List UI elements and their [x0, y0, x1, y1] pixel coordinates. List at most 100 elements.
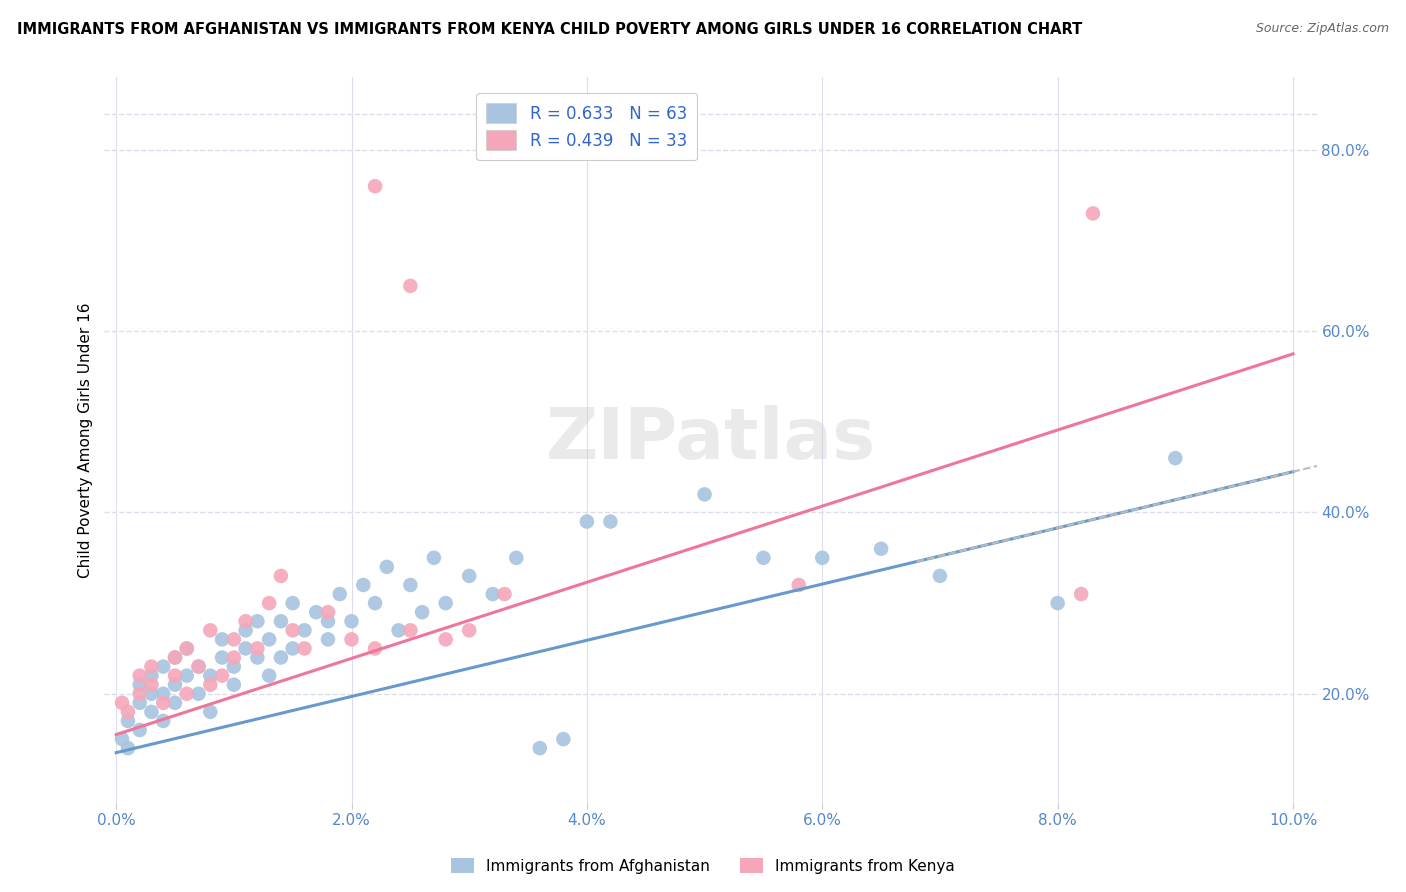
Point	[200, 624, 222, 638]
Point	[399, 624, 422, 638]
Point	[929, 569, 952, 583]
Point	[1164, 451, 1187, 466]
Point	[399, 279, 422, 293]
Point	[505, 550, 527, 565]
Point	[752, 550, 775, 565]
Point	[257, 668, 280, 682]
Point	[152, 714, 174, 728]
Point	[423, 550, 446, 565]
Point	[1070, 587, 1092, 601]
Point	[399, 578, 422, 592]
Point	[163, 650, 186, 665]
Point	[152, 659, 174, 673]
Point	[128, 668, 150, 682]
Point	[163, 668, 186, 682]
Point	[211, 632, 233, 647]
Point	[222, 678, 245, 692]
Point	[364, 596, 387, 610]
Point	[270, 569, 292, 583]
Point	[434, 596, 457, 610]
Point	[235, 614, 257, 628]
Point	[458, 569, 481, 583]
Point	[141, 687, 163, 701]
Point	[494, 587, 516, 601]
Point	[305, 605, 328, 619]
Point	[211, 668, 233, 682]
Point	[787, 578, 810, 592]
Point	[270, 650, 292, 665]
Point	[364, 641, 387, 656]
Point	[316, 632, 339, 647]
Point	[387, 624, 409, 638]
Point	[246, 614, 269, 628]
Point	[200, 668, 222, 682]
Point	[176, 641, 198, 656]
Point	[294, 641, 316, 656]
Point	[257, 596, 280, 610]
Point	[222, 632, 245, 647]
Point	[128, 678, 150, 692]
Point	[1046, 596, 1069, 610]
Y-axis label: Child Poverty Among Girls Under 16: Child Poverty Among Girls Under 16	[79, 302, 93, 578]
Point	[246, 641, 269, 656]
Point	[176, 641, 198, 656]
Point	[128, 687, 150, 701]
Point	[811, 550, 834, 565]
Point	[340, 632, 363, 647]
Point	[235, 624, 257, 638]
Point	[141, 705, 163, 719]
Point	[599, 515, 621, 529]
Point	[111, 696, 134, 710]
Point	[270, 614, 292, 628]
Point	[222, 659, 245, 673]
Point	[187, 687, 209, 701]
Point	[187, 659, 209, 673]
Point	[141, 668, 163, 682]
Point	[152, 687, 174, 701]
Point	[141, 678, 163, 692]
Point	[176, 668, 198, 682]
Point	[117, 705, 139, 719]
Point	[117, 741, 139, 756]
Legend: Immigrants from Afghanistan, Immigrants from Kenya: Immigrants from Afghanistan, Immigrants …	[444, 852, 962, 880]
Point	[458, 624, 481, 638]
Point	[128, 696, 150, 710]
Text: Source: ZipAtlas.com: Source: ZipAtlas.com	[1256, 22, 1389, 36]
Point	[281, 641, 304, 656]
Point	[364, 179, 387, 194]
Point	[246, 650, 269, 665]
Point	[111, 732, 134, 747]
Point	[316, 605, 339, 619]
Point	[187, 659, 209, 673]
Point	[117, 714, 139, 728]
Point	[316, 614, 339, 628]
Point	[152, 696, 174, 710]
Point	[200, 705, 222, 719]
Text: ZIPatlas: ZIPatlas	[546, 406, 876, 475]
Point	[340, 614, 363, 628]
Point	[329, 587, 352, 601]
Point	[200, 678, 222, 692]
Point	[693, 487, 716, 501]
Point	[163, 678, 186, 692]
Point	[281, 596, 304, 610]
Point	[870, 541, 893, 556]
Point	[375, 560, 398, 574]
Point	[352, 578, 374, 592]
Point	[553, 732, 575, 747]
Point	[411, 605, 433, 619]
Point	[222, 650, 245, 665]
Point	[163, 696, 186, 710]
Point	[481, 587, 503, 601]
Point	[575, 515, 598, 529]
Legend: R = 0.633   N = 63, R = 0.439   N = 33: R = 0.633 N = 63, R = 0.439 N = 33	[477, 93, 697, 161]
Point	[434, 632, 457, 647]
Point	[1081, 206, 1104, 220]
Point	[141, 659, 163, 673]
Point	[163, 650, 186, 665]
Point	[257, 632, 280, 647]
Text: IMMIGRANTS FROM AFGHANISTAN VS IMMIGRANTS FROM KENYA CHILD POVERTY AMONG GIRLS U: IMMIGRANTS FROM AFGHANISTAN VS IMMIGRANT…	[17, 22, 1083, 37]
Point	[294, 624, 316, 638]
Point	[235, 641, 257, 656]
Point	[529, 741, 551, 756]
